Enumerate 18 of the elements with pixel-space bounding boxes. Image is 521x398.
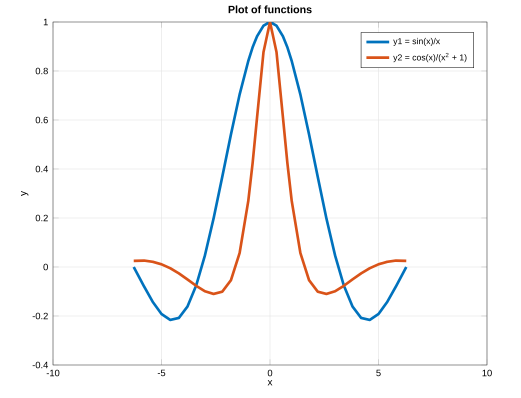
x-tick-label: 0	[268, 370, 272, 376]
legend-label: y2 = cos(x)/(x$^{2}$ + 1)	[393, 52, 466, 62]
y-tick-label: 0	[43, 264, 48, 270]
y-tick-label: 0.4	[36, 166, 48, 172]
x-axis-title: x	[268, 380, 272, 386]
x-tick-label: 10	[482, 370, 492, 376]
y-axis-title: y	[21, 191, 28, 196]
y-tick-label: -0.2	[32, 312, 48, 320]
x-tick-label: -5	[158, 370, 166, 376]
y-tick-label: 1	[44, 18, 48, 26]
x-tick-label: 5	[376, 370, 381, 376]
x-tick-label: -10	[46, 370, 60, 376]
y-tick-label: 0.6	[36, 116, 48, 124]
y-tick-label: 0.2	[36, 214, 48, 222]
legend-label: y1 = sin(x)/x	[393, 38, 440, 46]
y-tick-label: -0.4	[32, 362, 48, 368]
y-tick-label: 0.8	[36, 68, 48, 74]
chart-title: Plot of functions	[228, 5, 312, 14]
